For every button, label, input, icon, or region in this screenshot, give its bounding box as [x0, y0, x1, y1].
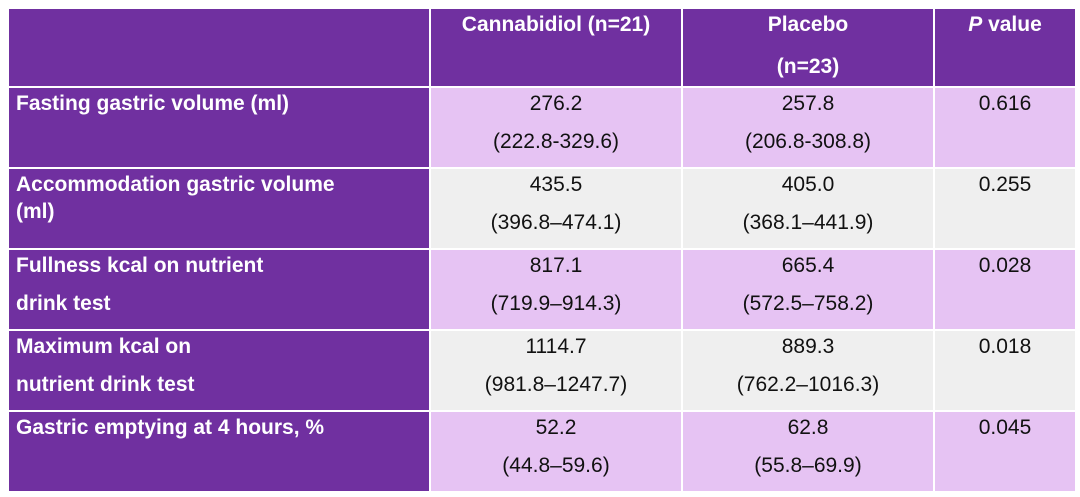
cell-p-value: 0.616	[935, 88, 1075, 167]
row-label-line2	[16, 116, 429, 130]
cbd-range: (44.8–59.6)	[502, 454, 610, 478]
p-value: 0.616	[978, 92, 1032, 115]
p-value: 0.018	[978, 335, 1032, 358]
placebo-range: (572.5–758.2)	[742, 292, 874, 316]
table-row: Gastric emptying at 4 hours, % 52.2 (44.…	[9, 412, 1075, 491]
row-label-line2: nutrient drink test	[16, 373, 195, 397]
row-label-line2: drink test	[16, 292, 111, 316]
header-empty-cell	[9, 9, 429, 86]
placebo-value: 889.3	[781, 335, 835, 358]
row-label-line1: Maximum kcal on	[16, 335, 192, 358]
placebo-range: (206.8-308.8)	[744, 130, 872, 154]
row-label: Fullness kcal on nutrient drink test	[9, 250, 429, 329]
cbd-value: 817.1	[529, 254, 583, 277]
cbd-value: 435.5	[529, 173, 583, 196]
placebo-value: 257.8	[781, 92, 835, 115]
header-placebo-n: (n=23)	[776, 55, 840, 79]
results-table-container: Cannabidiol (n=21) Placebo (n=23) P valu…	[7, 7, 1077, 493]
table-row: Fasting gastric volume (ml) 276.2 (222.8…	[9, 88, 1075, 167]
placebo-range: (368.1–441.9)	[742, 211, 874, 235]
placebo-value: 665.4	[781, 254, 835, 277]
header-cannabidiol-label: Cannabidiol (n=21)	[461, 13, 651, 36]
row-label: Fasting gastric volume (ml)	[9, 88, 429, 167]
cell-placebo: 665.4 (572.5–758.2)	[683, 250, 933, 329]
cbd-range: (396.8–474.1)	[490, 211, 622, 235]
header-placebo: Placebo (n=23)	[683, 9, 933, 86]
cell-cannabidiol: 435.5 (396.8–474.1)	[431, 169, 681, 248]
cell-cannabidiol: 276.2 (222.8-329.6)	[431, 88, 681, 167]
table-row: Maximum kcal on nutrient drink test 1114…	[9, 331, 1075, 410]
cell-placebo: 62.8 (55.8–69.9)	[683, 412, 933, 491]
header-row: Cannabidiol (n=21) Placebo (n=23) P valu…	[9, 9, 1075, 86]
table-row: Fullness kcal on nutrient drink test 817…	[9, 250, 1075, 329]
cell-placebo: 257.8 (206.8-308.8)	[683, 88, 933, 167]
cbd-value: 1114.7	[525, 335, 587, 358]
row-label-line2: (ml)	[16, 200, 55, 224]
p-value: 0.028	[978, 254, 1032, 277]
row-label-line1: Fasting gastric volume (ml)	[16, 92, 290, 115]
cell-p-value: 0.045	[935, 412, 1075, 491]
placebo-range: (55.8–69.9)	[754, 454, 862, 478]
header-p-value: P value	[935, 9, 1075, 86]
cell-placebo: 405.0 (368.1–441.9)	[683, 169, 933, 248]
row-label-line1: Accommodation gastric volume	[16, 173, 335, 196]
placebo-value: 62.8	[787, 416, 829, 439]
cell-placebo: 889.3 (762.2–1016.3)	[683, 331, 933, 410]
table-row: Accommodation gastric volume (ml) 435.5 …	[9, 169, 1075, 248]
cell-p-value: 0.028	[935, 250, 1075, 329]
p-value: 0.255	[978, 173, 1032, 196]
row-label: Accommodation gastric volume (ml)	[9, 169, 429, 248]
row-label-line2	[16, 440, 429, 454]
header-cannabidiol: Cannabidiol (n=21)	[431, 9, 681, 86]
p-value: 0.045	[978, 416, 1032, 439]
cell-cannabidiol: 817.1 (719.9–914.3)	[431, 250, 681, 329]
cbd-range: (981.8–1247.7)	[484, 373, 628, 397]
cell-cannabidiol: 1114.7 (981.8–1247.7)	[431, 331, 681, 410]
cell-cannabidiol: 52.2 (44.8–59.6)	[431, 412, 681, 491]
placebo-value: 405.0	[781, 173, 835, 196]
cbd-value: 52.2	[535, 416, 577, 439]
header-p-rest: value	[982, 13, 1042, 36]
cell-p-value: 0.018	[935, 331, 1075, 410]
header-p-italic: P	[968, 13, 983, 36]
header-placebo-label: Placebo	[767, 13, 849, 36]
row-label-line1: Gastric emptying at 4 hours, %	[16, 416, 325, 439]
cbd-value: 276.2	[529, 92, 583, 115]
cell-p-value: 0.255	[935, 169, 1075, 248]
row-label: Maximum kcal on nutrient drink test	[9, 331, 429, 410]
results-table: Cannabidiol (n=21) Placebo (n=23) P valu…	[7, 7, 1077, 493]
cbd-range: (719.9–914.3)	[490, 292, 622, 316]
cbd-range: (222.8-329.6)	[492, 130, 620, 154]
row-label-line1: Fullness kcal on nutrient	[16, 254, 264, 277]
placebo-range: (762.2–1016.3)	[736, 373, 880, 397]
row-label: Gastric emptying at 4 hours, %	[9, 412, 429, 491]
